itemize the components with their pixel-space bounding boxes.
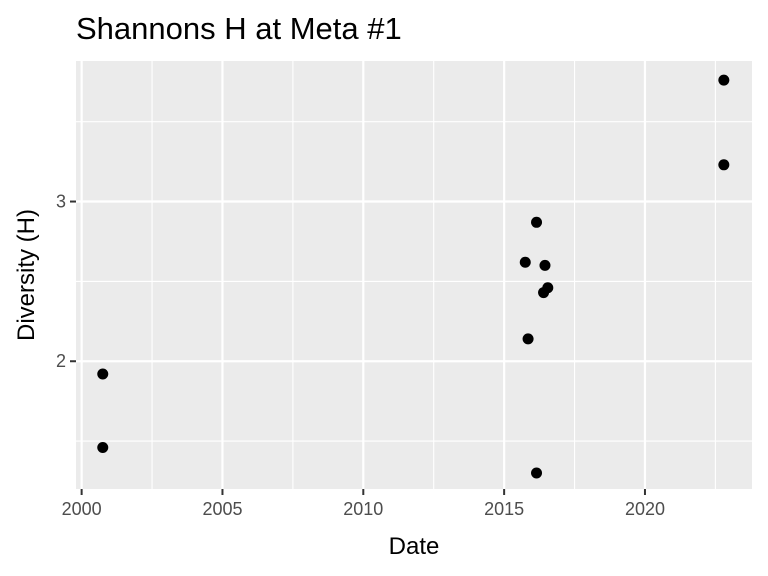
data-point (539, 259, 551, 271)
data-point (97, 368, 109, 380)
x-tick-label: 2005 (202, 499, 242, 519)
plot-panel (76, 61, 752, 489)
data-points (97, 74, 730, 479)
data-point (718, 74, 730, 86)
x-tick-label: 2015 (484, 499, 524, 519)
x-axis-title: Date (389, 533, 440, 560)
axis-ticks: 2000 2005 2010 2015 2020 2 3 (56, 192, 665, 519)
major-gridlines (76, 61, 752, 489)
data-point (531, 216, 543, 228)
y-tick-label: 2 (56, 351, 66, 371)
y-axis-title: Diversity (H) (13, 209, 40, 341)
y-tick-label: 3 (56, 192, 66, 212)
x-tick-label: 2000 (62, 499, 102, 519)
data-point (542, 282, 554, 294)
data-point (97, 441, 109, 453)
chart-title: Shannons H at Meta #1 (76, 11, 402, 46)
minor-gridlines (76, 61, 752, 489)
data-point (522, 333, 534, 345)
x-tick-label: 2020 (625, 499, 665, 519)
data-point (718, 159, 730, 171)
data-point (531, 467, 543, 479)
data-point (519, 256, 531, 268)
x-tick-label: 2010 (343, 499, 383, 519)
